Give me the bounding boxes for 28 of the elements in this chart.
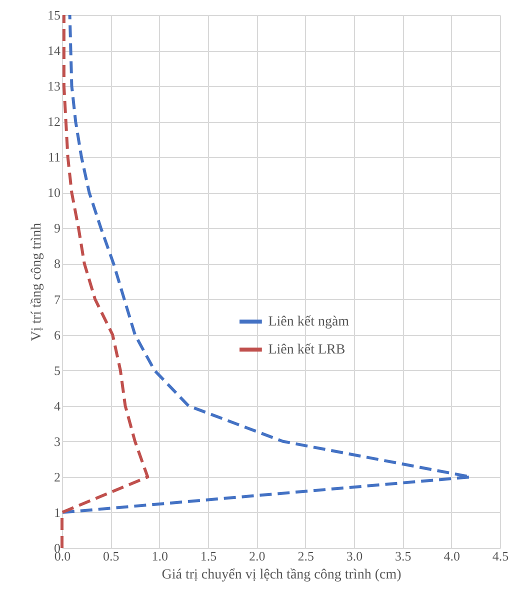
x-tick-label: 4.5 [492, 548, 509, 564]
x-tick-label: 1.0 [152, 548, 168, 564]
x-tick-label: 2.0 [249, 548, 266, 564]
y-tick-label: 11 [48, 150, 60, 165]
legend-label: Liên kết ngàm [268, 314, 350, 330]
x-tick-label: 3.5 [395, 548, 412, 564]
y-tick-label: 9 [54, 220, 60, 236]
x-tick-label: 4.0 [444, 548, 460, 564]
y-tick-label: 8 [54, 256, 60, 272]
y-tick-label: 13 [48, 78, 60, 94]
y-tick-label: 6 [54, 327, 61, 342]
y-tick-label: 14 [48, 43, 61, 58]
x-tick-label: 3.0 [346, 548, 363, 564]
x-axis-title: Giá trị chuyển vị lệch tầng công trình (cm) [162, 568, 402, 582]
x-tick-label: 0.5 [103, 548, 120, 564]
y-tick-label: 12 [48, 114, 60, 130]
x-tick-label: 2.5 [298, 548, 314, 564]
y-tick-label: 3 [54, 434, 60, 449]
y-tick-label: 15 [48, 8, 60, 22]
y-tick-label: 2 [54, 469, 60, 484]
y-tick-label: 10 [48, 185, 60, 200]
y-tick-label: 1 [54, 504, 60, 520]
y-tick-label: 7 [54, 292, 61, 307]
y-tick-label: 4 [54, 398, 61, 414]
legend-label: Liên kết LRB [268, 342, 346, 358]
x-tick-label: 1.5 [200, 548, 217, 564]
y-tick-label: 5 [54, 362, 60, 378]
y-axis-title: Vị trí tầng công trình [30, 222, 44, 342]
